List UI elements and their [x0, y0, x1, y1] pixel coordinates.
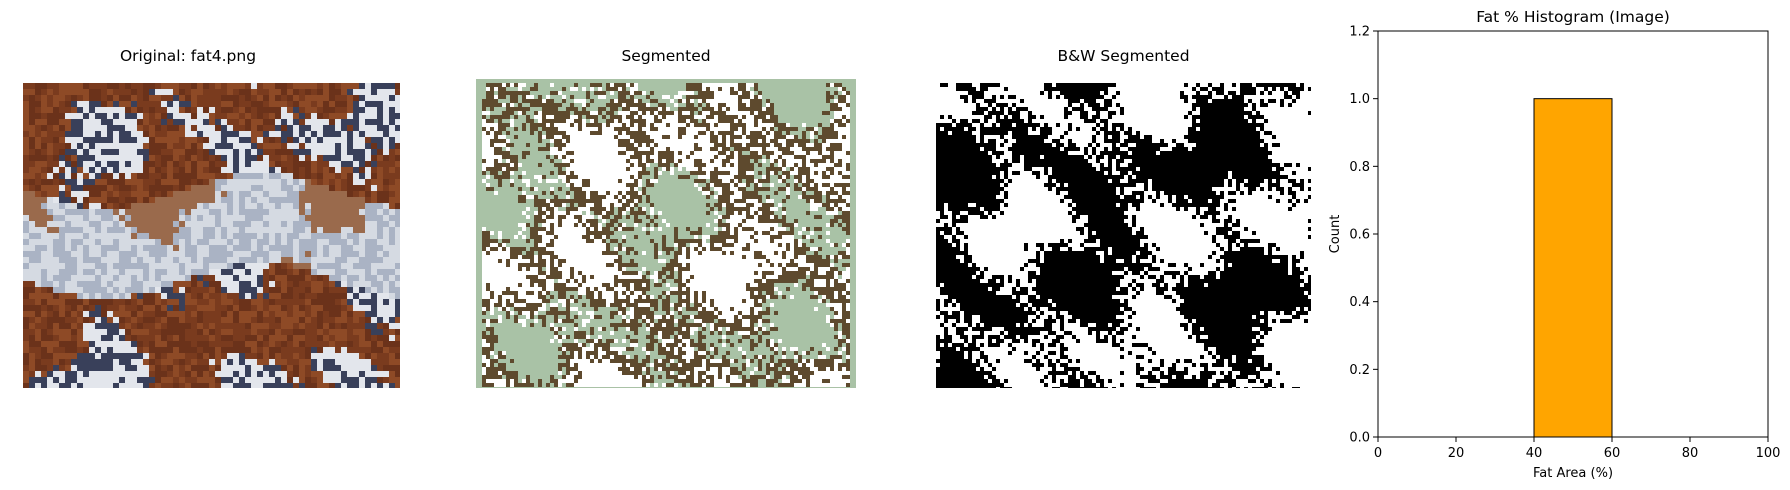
y-axis-ticks: 0.0 0.2 0.4 0.6 0.8 1.0 1.2	[1349, 25, 1378, 446]
x-tick-label: 0	[1374, 446, 1382, 461]
bw-image	[936, 83, 1311, 388]
x-tick-label: 80	[1682, 446, 1699, 461]
histogram-bars	[1533, 98, 1613, 438]
segmented-image	[476, 79, 856, 388]
x-tick-label: 20	[1448, 446, 1465, 461]
segmented-image-canvas	[476, 79, 856, 388]
segmented-image-title: Segmented	[621, 47, 711, 65]
histogram-bar	[1533, 98, 1613, 438]
y-axis-label: Count	[1328, 215, 1343, 254]
y-tick-label: 1.2	[1349, 25, 1370, 40]
y-tick-label: 0.0	[1349, 431, 1370, 446]
plot-frame	[1377, 30, 1769, 438]
bw-image-canvas	[936, 83, 1311, 388]
bw-image-title: B&W Segmented	[1057, 47, 1190, 65]
x-tick-label: 40	[1526, 446, 1543, 461]
x-axis-ticks: 0 20 40 60 80 100	[1374, 437, 1781, 461]
chart-title: Fat % Histogram (Image)	[1476, 8, 1670, 26]
original-image	[23, 83, 400, 388]
x-axis-label: Fat Area (%)	[1533, 466, 1613, 481]
original-image-title: Original: fat4.png	[119, 47, 257, 65]
x-tick-label: 100	[1756, 446, 1781, 461]
y-tick-label: 0.4	[1349, 295, 1370, 310]
x-tick-label: 60	[1604, 446, 1621, 461]
y-tick-label: 0.2	[1349, 363, 1370, 378]
y-tick-label: 1.0	[1349, 92, 1370, 107]
original-image-canvas	[23, 83, 400, 388]
y-tick-label: 0.8	[1349, 160, 1370, 175]
y-tick-label: 0.6	[1349, 228, 1370, 243]
